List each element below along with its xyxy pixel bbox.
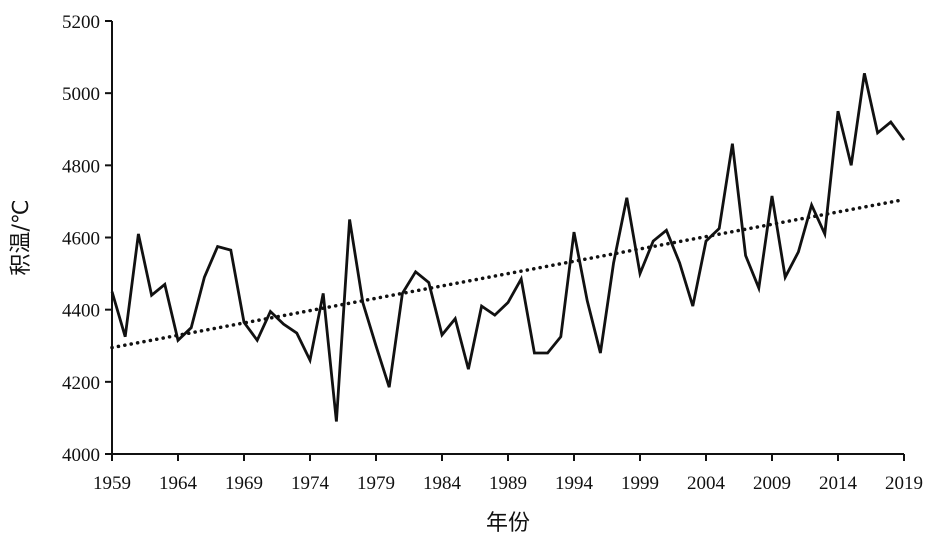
- y-tick-label: 5200: [62, 12, 100, 33]
- y-tick-label: 4800: [62, 156, 100, 177]
- x-tick-label: 2009: [753, 473, 791, 494]
- x-tick-label: 2004: [687, 473, 726, 494]
- x-tick-label: 2019: [885, 473, 923, 494]
- x-tick-label: 1979: [357, 473, 395, 494]
- y-tick-label: 4200: [62, 373, 100, 394]
- x-axis-title: 年份: [486, 511, 530, 536]
- y-axis-ticks: 4000 4200 4400 4600 4800 5000 5200: [62, 12, 112, 466]
- y-tick-label: 4400: [62, 301, 100, 322]
- trend-line: [110, 197, 906, 350]
- y-tick-label: 4600: [62, 229, 100, 250]
- x-tick-label: 1984: [423, 473, 462, 494]
- series-line: [110, 72, 906, 422]
- x-tick-label: 1989: [489, 473, 527, 494]
- series-layer: [110, 72, 906, 422]
- x-tick-label: 1994: [555, 473, 594, 494]
- axes: [111, 21, 904, 455]
- x-tick-label: 1964: [159, 473, 198, 494]
- x-tick-label: 1959: [93, 473, 131, 494]
- x-tick-label: 1969: [225, 473, 263, 494]
- x-tick-label: 1999: [621, 473, 659, 494]
- x-axis-ticks: 1959 1964 1969 1974 1979 1984 1989 1994 1999 2004…: [93, 454, 923, 494]
- x-tick-label: 2014: [819, 473, 858, 494]
- y-tick-label: 4000: [62, 445, 100, 466]
- x-tick-label: 1974: [291, 473, 330, 494]
- y-tick-label: 5000: [62, 84, 100, 105]
- y-axis-title: 积温/℃: [9, 199, 34, 275]
